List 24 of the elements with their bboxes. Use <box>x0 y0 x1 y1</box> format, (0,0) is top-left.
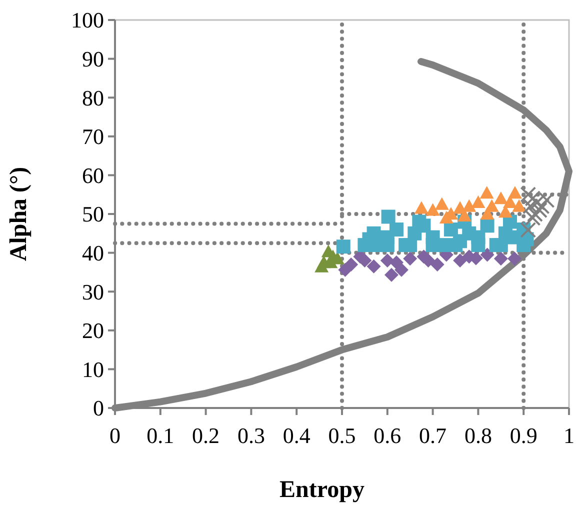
x-tick-label: 1 <box>564 423 574 448</box>
y-tick-label: 0 <box>93 396 104 421</box>
x-tick-label: 0 <box>110 423 120 448</box>
y-tick-label: 60 <box>82 162 104 188</box>
y-tick-label: 40 <box>82 240 104 266</box>
x-tick-label: 0.1 <box>146 423 174 448</box>
y-tick-label: 100 <box>71 8 104 33</box>
x-tick-label: 0.5 <box>328 423 356 448</box>
x-tick-label: 0.2 <box>192 423 220 448</box>
y-axis-title: Alpha (°) <box>6 166 32 262</box>
y-tick-label: 70 <box>82 124 104 150</box>
x-tick-label: 0.9 <box>510 423 538 448</box>
y-tick-label: 30 <box>82 279 104 304</box>
y-tick-label: 90 <box>82 46 104 72</box>
x-tick-label: 0.8 <box>464 423 492 448</box>
x-tick-label: 0.3 <box>237 423 265 448</box>
y-tick-label: 20 <box>82 318 104 344</box>
x-axis-title: Entropy <box>280 477 364 503</box>
y-tick-label: 80 <box>82 85 104 110</box>
x-tick-label: 0.6 <box>374 423 402 448</box>
x-tick-label: 0.4 <box>282 423 310 448</box>
x-tick-label: 0.7 <box>419 423 447 448</box>
y-tick-label: 10 <box>82 356 104 382</box>
y-tick-label: 50 <box>82 202 104 227</box>
